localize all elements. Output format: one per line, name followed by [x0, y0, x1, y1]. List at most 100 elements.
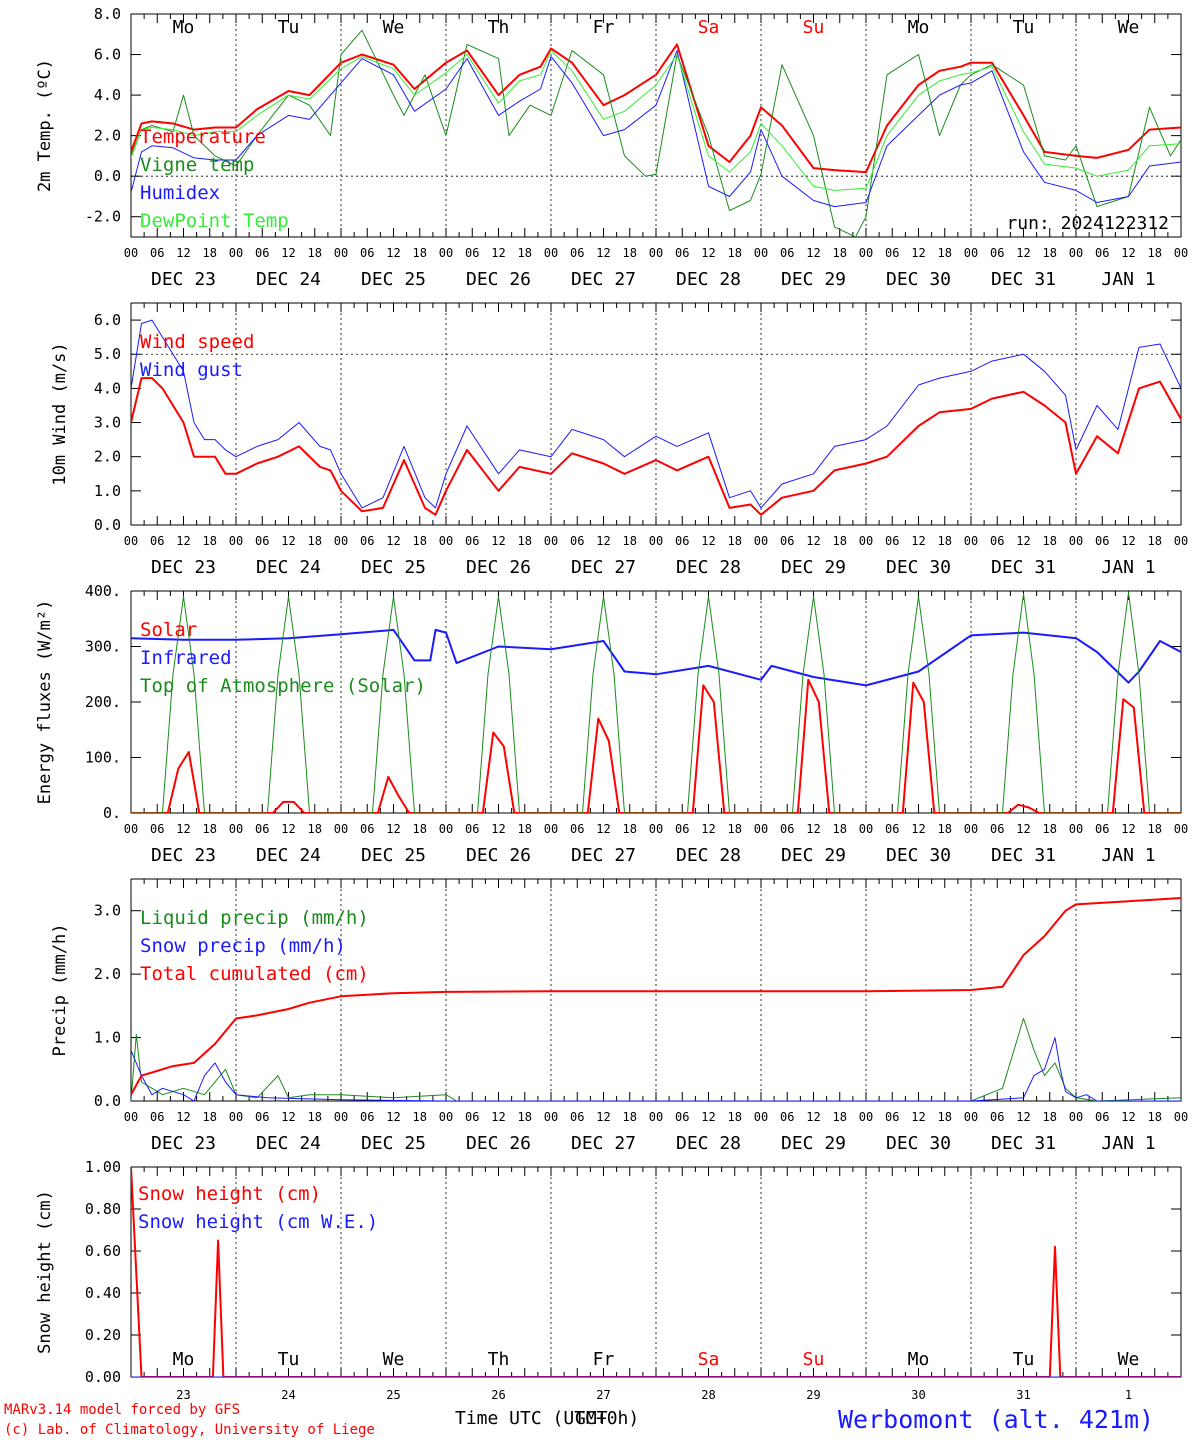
- date-label: DEC 28: [676, 269, 741, 290]
- hour-tick-label: 12: [386, 1110, 400, 1124]
- hour-tick-label: 12: [806, 246, 820, 260]
- panel-5: Mo Tu We Th Fr Sa Su Mo Tu We 23 24 25 26 27 28 29 30 31 1 0…: [35, 1158, 1182, 1402]
- hour-tick-label: 06: [780, 534, 794, 548]
- y-tick-label: 1.0: [94, 1029, 121, 1047]
- day-name-label: We: [383, 17, 405, 38]
- hour-tick-label: 18: [728, 534, 742, 548]
- date-label: DEC 29: [781, 269, 846, 290]
- y-tick-label: 0.40: [85, 1284, 121, 1302]
- hour-tick-label: 18: [833, 822, 847, 836]
- legend-entry: Top of Atmosphere (Solar): [140, 675, 426, 697]
- legend-entry: Infrared: [140, 647, 232, 669]
- date-label: DEC 24: [256, 1133, 321, 1154]
- legend-entry: Snow precip (mm/h): [140, 935, 346, 957]
- hour-tick-label: 00: [439, 1110, 453, 1124]
- date-label: DEC 30: [886, 1133, 951, 1154]
- hour-tick-label: 06: [360, 1110, 374, 1124]
- hour-tick-label: 06: [150, 246, 164, 260]
- hour-tick-label: 12: [176, 1110, 190, 1124]
- day-name-label: We: [1118, 1349, 1140, 1370]
- date-label: DEC 23: [151, 269, 216, 290]
- hour-tick-label: 00: [964, 822, 978, 836]
- hour-tick-label: 06: [990, 822, 1004, 836]
- y-tick-label: 1.00: [85, 1158, 121, 1176]
- footer: MARv3.14 model forced by GFS (c) Lab. of…: [4, 1402, 1154, 1438]
- hour-tick-label: 18: [203, 1110, 217, 1124]
- hour-tick-label: 00: [334, 822, 348, 836]
- hour-tick-label: 00: [859, 534, 873, 548]
- hour-tick-label: 12: [701, 822, 715, 836]
- hour-tick-label: 00: [754, 534, 768, 548]
- hour-tick-label: 18: [1148, 246, 1162, 260]
- series-line-1: [131, 1018, 1181, 1101]
- series-line-4: [131, 50, 1181, 191]
- y-tick-label: 0.0: [94, 1092, 121, 1110]
- hour-tick-label: 12: [176, 822, 190, 836]
- date-label: DEC 24: [256, 269, 321, 290]
- day-number-label: 26: [491, 1388, 505, 1402]
- y-tick-label: 200.: [85, 693, 121, 711]
- hour-tick-label: 06: [780, 822, 794, 836]
- date-label: DEC 25: [361, 1133, 426, 1154]
- hour-tick-label: 12: [491, 822, 505, 836]
- hour-tick-label: 06: [780, 1110, 794, 1124]
- hour-tick-label: 12: [1121, 822, 1135, 836]
- y-tick-label: 4.0: [94, 379, 121, 397]
- legend-entry: Vigne temp: [140, 154, 254, 176]
- hour-tick-label: 12: [1016, 1110, 1030, 1124]
- y-tick-label: 0.0: [94, 167, 121, 185]
- date-label: DEC 31: [991, 557, 1056, 578]
- hour-tick-label: 12: [281, 1110, 295, 1124]
- hour-tick-label: 18: [1043, 534, 1057, 548]
- series-group: [131, 319, 1181, 516]
- hour-tick-label: 00: [649, 822, 663, 836]
- date-label: JAN 1: [1101, 1133, 1155, 1154]
- date-label: DEC 26: [466, 1133, 531, 1154]
- hour-tick-label: 12: [281, 534, 295, 548]
- hour-tick-label: 12: [911, 534, 925, 548]
- panel-2: 00 06 12 18 00 06 12 18 00 06 12 18 00 06 12 18 00 06 12 18…: [50, 302, 1188, 578]
- hour-tick-label: 00: [124, 246, 138, 260]
- date-label: DEC 26: [466, 845, 531, 866]
- hour-tick-label: 00: [1069, 1110, 1083, 1124]
- hour-tick-label: 06: [150, 822, 164, 836]
- series-group: [131, 29, 1181, 237]
- y-axis-label: Precip (mm/h): [50, 923, 70, 1056]
- date-label: DEC 28: [676, 845, 741, 866]
- hour-tick-label: 12: [596, 1110, 610, 1124]
- day-number-label: 28: [701, 1388, 715, 1402]
- hour-tick-label: 18: [728, 246, 742, 260]
- hour-tick-label: 06: [990, 534, 1004, 548]
- hour-tick-label: 18: [728, 1110, 742, 1124]
- date-label: JAN 1: [1101, 557, 1155, 578]
- day-number-label: 31: [1016, 1388, 1030, 1402]
- hour-tick-label: 12: [491, 1110, 505, 1124]
- panel-3: 00 06 12 18 00 06 12 18 00 06 12 18 00 06 12 18 00 06 12 18…: [35, 582, 1188, 866]
- hour-tick-label: 06: [360, 534, 374, 548]
- hour-tick-label: 00: [229, 1110, 243, 1124]
- hour-tick-label: 18: [518, 246, 532, 260]
- hour-tick-label: 06: [885, 246, 899, 260]
- series-line-1: [131, 678, 1181, 813]
- hour-tick-label: 12: [1016, 534, 1030, 548]
- series-line-2: [131, 1037, 1181, 1101]
- date-label: DEC 26: [466, 557, 531, 578]
- legend-entry: DewPoint Temp: [140, 210, 289, 232]
- series-line-3: [131, 591, 1181, 813]
- hour-tick-label: 00: [754, 246, 768, 260]
- date-label: DEC 24: [256, 557, 321, 578]
- y-tick-label: 3.0: [94, 902, 121, 920]
- y-axis-label: 10m Wind (m/s): [50, 342, 70, 485]
- day-name-label: Mo: [908, 17, 930, 38]
- hour-tick-label: 18: [623, 246, 637, 260]
- hour-tick-label: 12: [596, 534, 610, 548]
- credit-line-2: (c) Lab. of Climatology, University of L…: [4, 1422, 375, 1438]
- hour-tick-label: 12: [806, 534, 820, 548]
- hour-tick-label: 18: [308, 246, 322, 260]
- legend-entry: Snow height (cm): [138, 1183, 321, 1205]
- legend-entry: Snow height (cm W.E.): [138, 1211, 378, 1233]
- y-tick-label: 6.0: [94, 46, 121, 64]
- hour-tick-label: 18: [623, 1110, 637, 1124]
- day-name-label: Th: [488, 1349, 510, 1370]
- hour-tick-label: 18: [833, 246, 847, 260]
